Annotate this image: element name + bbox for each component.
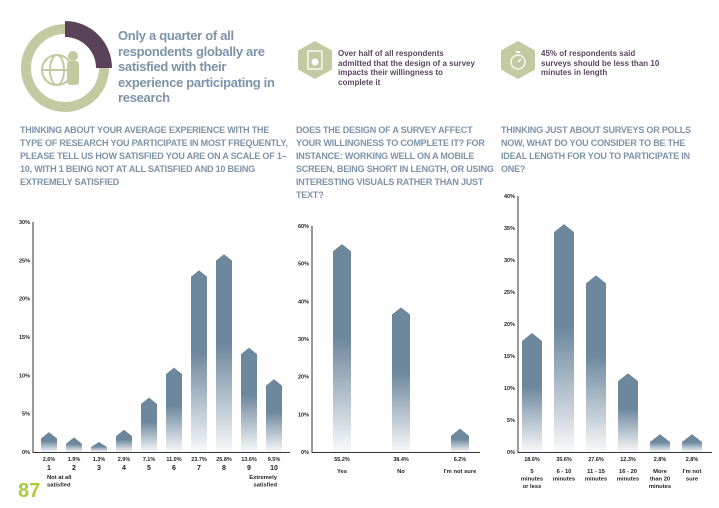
x-category-label: 1 [47,465,51,472]
data-label: 38.4% [393,457,409,463]
bar [116,429,132,452]
page-number: 87 [18,480,41,502]
x-category-label: More than 20 minutes [649,469,671,490]
question-satisfaction: THINKING ABOUT YOUR AVERAGE EXPERIENCE W… [20,125,288,187]
donut-highlight-segment [65,21,112,68]
data-label: 7.1% [143,457,156,463]
bar [41,432,57,452]
globe-person-icon [41,51,79,86]
y-tick-label: 30% [504,258,515,264]
x-sublabel: Not at all satisfied [47,475,72,489]
bar [554,224,574,452]
data-label: 2.6% [43,457,56,463]
donut-quarter-graphic [21,21,112,112]
x-category-label: 6 - 10 minutes [553,469,575,483]
y-tick-label: 10% [19,373,30,379]
bar [141,397,157,452]
bar [392,307,410,452]
data-label: 9.5% [268,457,281,463]
y-tick-label: 10% [298,412,309,418]
bar [216,254,232,452]
x-category-label: 6 [172,465,176,472]
callout-survey-length: 45% of respondents said surveys should b… [541,49,660,77]
y-tick-label: 35% [504,226,515,232]
bar [191,270,207,452]
y-tick-label: 10% [504,386,515,392]
bar [451,428,469,452]
data-label: 6.2% [454,457,467,463]
document-pie-chart-icon [298,41,332,79]
bar [682,434,702,452]
data-label: 1.3% [93,457,106,463]
y-tick-label: 40% [298,299,309,305]
x-category-label: 9 [247,465,251,472]
bar [522,332,542,452]
x-category-label: 2 [72,465,76,472]
data-label: 1.9% [68,457,81,463]
x-category-label: 5 minutes or less [521,469,543,490]
y-tick-label: 15% [504,354,515,360]
y-tick-label: 20% [504,322,515,328]
bar [66,437,82,452]
x-category-label: I'm not sure [444,469,477,475]
bar [241,347,257,452]
x-category-label: 10 [270,465,278,472]
bar [618,373,638,452]
y-tick-label: 60% [298,224,309,230]
bar [650,434,670,452]
y-tick-label: 30% [298,337,309,343]
x-category-label: 4 [122,465,126,472]
x-category-label: 8 [222,465,226,472]
x-category-label: 7 [197,465,201,472]
data-label: 18.6% [524,457,540,463]
data-label: 55.2% [334,457,350,463]
x-category-label: Yes [337,469,347,475]
y-tick-label: 20% [298,375,309,381]
x-category-label: 5 [147,465,151,472]
data-label: 13.6% [241,457,257,463]
x-category-label: No [397,469,405,475]
bar [91,442,107,452]
bar [266,379,282,452]
y-tick-label: 50% [298,262,309,268]
y-tick-label: 25% [504,290,515,296]
data-label: 27.6% [588,457,604,463]
data-label: 35.6% [556,457,572,463]
data-label: 23.7% [191,457,207,463]
y-tick-label: 20% [19,297,30,303]
x-category-label: I'm not sure [683,469,702,483]
data-label: 2.8% [686,457,699,463]
bar [166,367,182,452]
question-design: DOES THE DESIGN OF A SURVEY AFFECT YOUR … [296,125,494,200]
y-tick-label: 0% [22,450,30,456]
bar [586,275,606,452]
y-tick-label: 5% [507,418,515,424]
bar [333,244,351,452]
data-label: 25.8% [216,457,232,463]
y-tick-label: 0% [507,450,515,456]
callout-design-impact: Over half of all respondents admitted th… [338,49,475,87]
data-label: 12.3% [620,457,636,463]
x-sublabel: Extremely satisfied [249,475,277,489]
x-category-label: 11 - 15 minutes [585,469,607,483]
y-tick-label: 5% [22,412,30,418]
headline: Only a quarter of all respondents global… [118,28,275,105]
data-label: 11.0% [166,457,181,463]
y-tick-label: 15% [19,335,30,341]
data-label: 2.8% [654,457,667,463]
stopwatch-icon [501,41,535,79]
x-category-label: 16 - 20 minutes [617,469,639,483]
y-tick-label: 40% [504,194,515,200]
data-label: 2.9% [118,457,131,463]
x-category-label: 3 [97,465,101,472]
question-length: THINKING JUST ABOUT SURVEYS OR POLLS NOW… [501,125,691,174]
y-tick-label: 30% [19,220,30,226]
y-tick-label: 0% [301,450,309,456]
y-tick-label: 25% [19,258,30,264]
